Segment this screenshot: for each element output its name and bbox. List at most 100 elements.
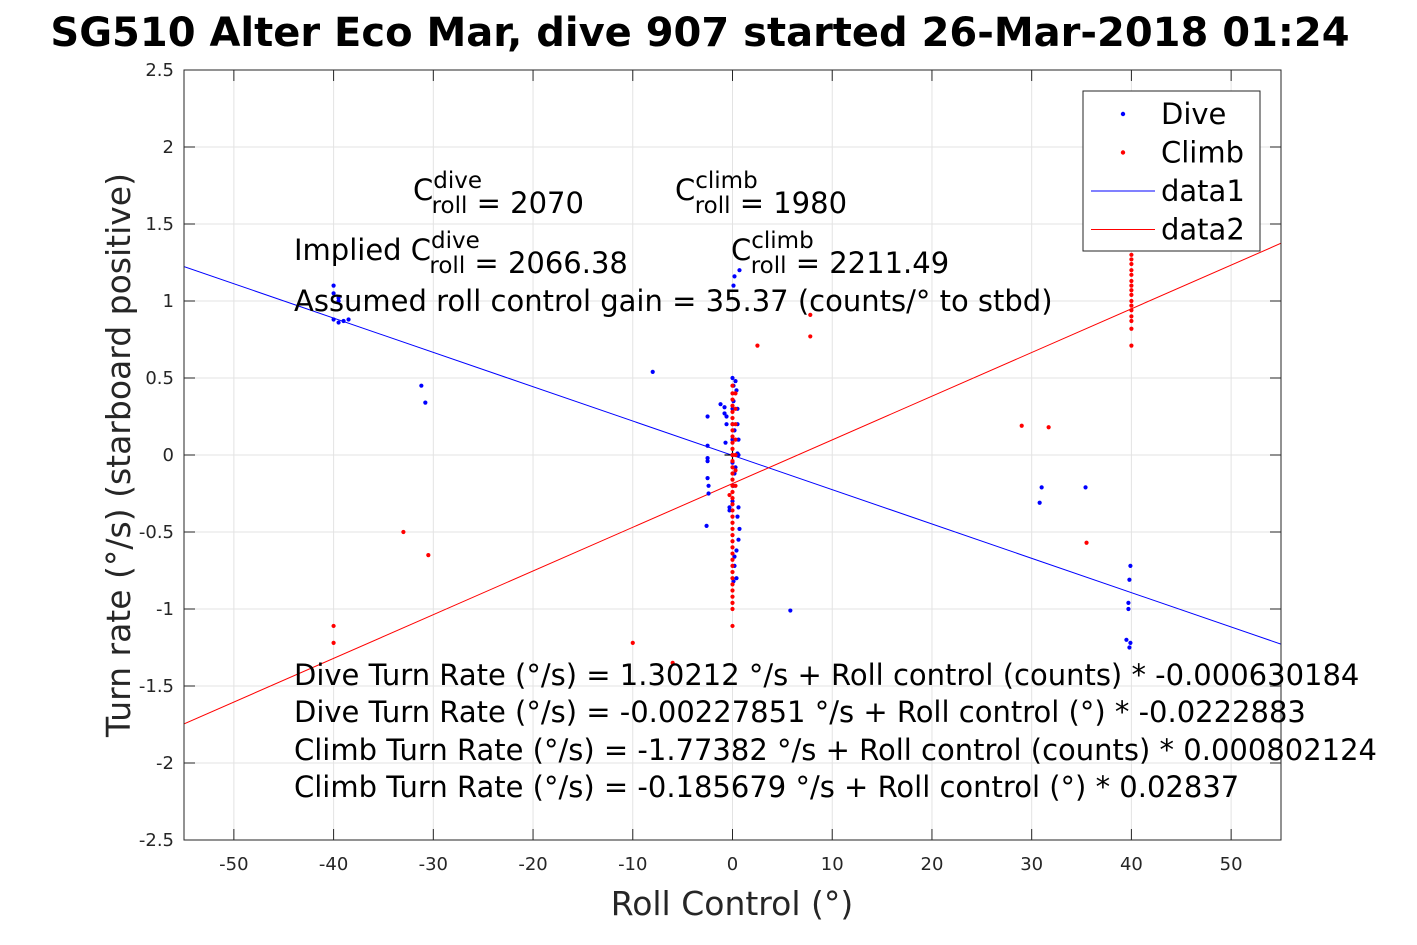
climb-point: [1129, 318, 1134, 324]
y-tick-label: 0.5: [145, 368, 174, 389]
dive-point: [1126, 600, 1131, 605]
annotation-text: Dive Turn Rate (°/s) = 1.30212 °/s + Rol…: [294, 658, 1359, 692]
annotation-text: Climb Turn Rate (°/s) = -1.77382 °/s + R…: [294, 733, 1377, 767]
dive-point: [736, 505, 741, 510]
climb-point: [733, 422, 738, 427]
climb-point: [730, 606, 735, 612]
climb-point: [730, 459, 735, 464]
climb-point: [730, 496, 735, 501]
climb-point: [730, 477, 735, 482]
dive-point: [724, 414, 729, 419]
dive-point: [336, 295, 341, 301]
x-tick-label: -20: [518, 854, 547, 875]
x-tick-label: -50: [219, 854, 248, 875]
annotation-text: Climb Turn Rate (°/s) = -0.185679 °/s + …: [294, 770, 1239, 804]
climb-point: [730, 422, 735, 427]
dive-point: [1037, 500, 1042, 505]
dive-point: [733, 465, 738, 470]
dive-point: [1039, 485, 1044, 490]
dive-point: [1083, 485, 1088, 490]
climb-point: [730, 483, 735, 488]
climb-point: [730, 508, 735, 513]
dive-point: [731, 283, 736, 288]
fit-line-data2: [184, 242, 1281, 725]
climb-point: [1046, 425, 1051, 430]
climb-point: [1129, 343, 1134, 348]
climb-point: [733, 406, 738, 411]
x-axis-ticks: -50 -40 -30 -20 -10 0 10 20 30 40 50: [219, 70, 1243, 875]
dive-point: [331, 283, 336, 288]
dive-point: [730, 499, 735, 504]
climb-point: [730, 471, 735, 476]
y-tick-label: 1: [163, 291, 174, 312]
dive-point: [705, 476, 710, 481]
y-tick-label: -1.5: [139, 676, 174, 697]
climb-point: [730, 539, 735, 544]
dive-point: [423, 400, 428, 405]
legend-label: Dive: [1161, 97, 1226, 131]
climb-point: [670, 660, 675, 666]
y-tick-label: 1.5: [145, 214, 174, 235]
x-tick-label: 50: [1220, 854, 1243, 875]
y-tick-label: 2.5: [145, 60, 174, 81]
climb-point: [730, 588, 735, 593]
chart-title: SG510 Alter Eco Mar, dive 907 started 26…: [50, 10, 1349, 56]
legend-label: data1: [1161, 174, 1245, 208]
climb-point: [730, 557, 735, 562]
climb-point: [730, 409, 735, 414]
climb-point: [1129, 252, 1134, 257]
climb-point: [1129, 278, 1134, 284]
climb-point: [730, 623, 735, 629]
dive-point: [705, 459, 710, 464]
dive-point: [341, 318, 346, 324]
dive-point: [1127, 645, 1132, 650]
dive-point: [788, 608, 793, 613]
legend-label: Climb: [1161, 136, 1244, 170]
dive-point: [737, 268, 742, 273]
dive-point: [736, 537, 741, 542]
climb-point: [426, 553, 431, 558]
data-points: [331, 237, 1134, 666]
climb-point: [1084, 540, 1089, 545]
climb-point: [730, 452, 735, 458]
annotations: Cdive roll = 2070 Cclimb roll = 1980 Implied…: [294, 168, 1377, 804]
dive-point: [735, 514, 740, 519]
dive-point: [724, 422, 729, 427]
dive-point: [706, 491, 711, 496]
dive-point: [650, 369, 655, 374]
y-tick-label: -0.5: [139, 522, 174, 543]
y-tick-label: 0: [163, 445, 174, 466]
climb-point: [1129, 314, 1134, 319]
climb-point: [730, 403, 735, 408]
climb-point: [331, 623, 336, 629]
dive-point: [718, 402, 723, 407]
x-axis-label: Roll Control (°): [611, 884, 854, 923]
y-tick-label: -1: [156, 599, 174, 620]
climb-point: [730, 520, 735, 525]
climb-point: [730, 489, 735, 495]
climb-point: [730, 434, 735, 439]
annotation-text: Cdive roll = 2070: [413, 168, 584, 220]
climb-point: [730, 545, 735, 550]
dive-point: [734, 548, 739, 553]
annotation-text: Assumed roll control gain = 35.37 (count…: [294, 284, 1053, 318]
climb-point: [630, 640, 635, 645]
y-tick-label: -2.5: [139, 830, 174, 851]
climb-point: [730, 391, 735, 396]
dive-point: [705, 443, 710, 448]
dive-point: [331, 291, 336, 296]
x-tick-label: 10: [821, 854, 844, 875]
climb-point: [730, 582, 735, 587]
climb-point: [1129, 308, 1134, 313]
x-tick-label: -40: [319, 854, 348, 875]
climb-point: [730, 526, 735, 532]
climb-point: [331, 640, 336, 645]
x-tick-label: 30: [1020, 854, 1043, 875]
legend: Dive Climb data1 data2: [1082, 90, 1261, 252]
dive-point: [733, 378, 738, 384]
legend-point-swatch: [1120, 111, 1126, 117]
annotation-text: Cclimb roll = 2211.49: [731, 228, 949, 280]
climb-point: [730, 428, 735, 433]
climb-point: [1129, 272, 1134, 277]
dive-point: [331, 317, 336, 322]
